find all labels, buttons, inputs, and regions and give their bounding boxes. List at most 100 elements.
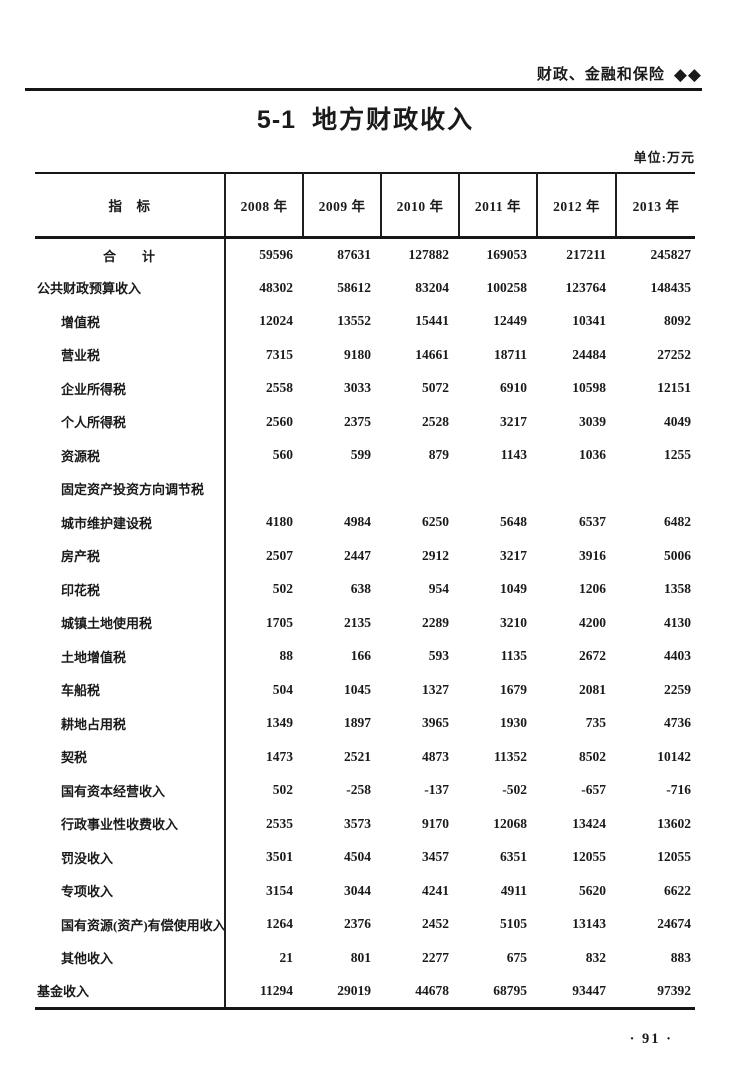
cell-value: 638 xyxy=(350,581,371,597)
table-row: 个人所得税 2560 2375 2528 3217 3039 4049 xyxy=(35,405,695,439)
page-number: · 91 · xyxy=(629,1031,673,1047)
cell-value: 13552 xyxy=(337,313,371,329)
cell-value: 4241 xyxy=(422,882,449,898)
row-label: 企业所得税 xyxy=(35,371,226,405)
indicator-header: 指 标 xyxy=(35,173,225,239)
masthead-rule xyxy=(25,88,702,91)
cell-value: 4180 xyxy=(266,514,293,530)
cell-value: 3573 xyxy=(344,815,371,831)
cell-value: 2447 xyxy=(344,547,371,563)
cell-value: 3154 xyxy=(266,882,293,898)
cell-value xyxy=(537,472,616,506)
cell-value: 10598 xyxy=(572,380,606,396)
cell-value: 48302 xyxy=(259,279,293,295)
cell-value: 832 xyxy=(585,949,606,965)
cell-value: 3039 xyxy=(579,413,606,429)
row-label: 增值税 xyxy=(35,304,226,338)
cell-value: 2535 xyxy=(266,815,293,831)
cell-value: 83204 xyxy=(415,279,449,295)
table-row: 印花税 502 638 954 1049 1206 1358 xyxy=(35,572,695,606)
section-title: 财政、金融和保险 xyxy=(536,66,665,83)
cell-value: 2452 xyxy=(422,916,449,932)
cell-value: 97392 xyxy=(657,982,691,998)
year-header: 2009 年 xyxy=(302,173,381,239)
table-row: 城市维护建设税 4180 4984 6250 5648 6537 6482 xyxy=(35,505,695,539)
cell-value: 2912 xyxy=(422,547,449,563)
cell-value: 883 xyxy=(670,949,691,965)
cell-value: 27252 xyxy=(657,346,691,362)
cell-value: 2672 xyxy=(579,648,606,664)
cell-value: 735 xyxy=(585,715,606,731)
cell-value: 2507 xyxy=(266,547,293,563)
cell-value: 11294 xyxy=(259,982,293,998)
cell-value: 5006 xyxy=(664,547,691,563)
cell-value: 4049 xyxy=(664,413,691,429)
year-header: 2011 年 xyxy=(458,173,537,239)
cell-value: 502 xyxy=(272,782,293,798)
cell-value: 3044 xyxy=(344,882,371,898)
cell-value: 2521 xyxy=(344,748,371,764)
cell-value: 12024 xyxy=(259,313,293,329)
cell-value: 4504 xyxy=(344,849,371,865)
cell-value: 217211 xyxy=(566,247,606,262)
row-label: 固定资产投资方向调节税 xyxy=(35,472,226,506)
cell-value: 13424 xyxy=(572,815,606,831)
year-header: 2012 年 xyxy=(536,173,616,239)
cell-value: 1358 xyxy=(664,581,691,597)
cell-value: 675 xyxy=(506,949,527,965)
cell-value: 3217 xyxy=(500,413,527,429)
cell-value: 3965 xyxy=(422,715,449,731)
cell-value: 148435 xyxy=(650,279,692,295)
row-label: 国有资源(资产)有偿使用收入 xyxy=(35,907,226,941)
cell-value: -137 xyxy=(424,782,449,798)
cell-value: 2560 xyxy=(266,413,293,429)
cell-value: 12068 xyxy=(493,815,527,831)
page-title: 5-1 地方财政收入 xyxy=(0,100,731,136)
cell-value: 1206 xyxy=(579,581,606,597)
row-label: 营业税 xyxy=(35,338,226,372)
cell-value: 4736 xyxy=(664,715,691,731)
row-label: 房产税 xyxy=(35,539,226,573)
cell-value: 13602 xyxy=(657,815,691,831)
cell-value: 5072 xyxy=(422,380,449,396)
cell-value: 93447 xyxy=(572,982,606,998)
cell-value: 59596 xyxy=(259,247,293,262)
cell-value: 8092 xyxy=(664,313,691,329)
table-row: 土地增值税 88 166 593 1135 2672 4403 xyxy=(35,639,695,673)
cell-value: 3916 xyxy=(579,547,606,563)
cell-value: 3501 xyxy=(266,849,293,865)
cell-value: 4911 xyxy=(500,882,527,898)
cell-value: 4873 xyxy=(422,748,449,764)
cell-value: -258 xyxy=(346,782,371,798)
cell-value: 87631 xyxy=(337,247,371,262)
cell-value: -502 xyxy=(502,782,527,798)
cell-value: 1255 xyxy=(664,447,691,463)
cell-value xyxy=(459,472,537,506)
unit-label: 单位:万元 xyxy=(633,150,695,165)
cell-value: 123764 xyxy=(565,279,607,295)
cell-value: 504 xyxy=(272,681,293,697)
cell-value: 6910 xyxy=(500,380,527,396)
row-label: 城镇土地使用税 xyxy=(35,606,226,640)
cell-value: 7315 xyxy=(266,346,293,362)
cell-value: 18711 xyxy=(493,346,527,362)
row-label: 城市维护建设税 xyxy=(35,505,226,539)
year-header: 2010 年 xyxy=(380,173,459,239)
row-label: 资源税 xyxy=(35,438,226,472)
cell-value: 12055 xyxy=(657,849,691,865)
row-label: 公共财政预算收入 xyxy=(35,271,226,305)
table-row: 增值税 12024 13552 15441 12449 10341 8092 xyxy=(35,304,695,338)
row-label: 合 计 xyxy=(35,237,226,271)
table-body: 合 计 59596 87631 127882 169053 217211 245827 公共财… xyxy=(35,237,695,1008)
table-row: 企业所得税 2558 3033 5072 6910 10598 12151 xyxy=(35,371,695,405)
cell-value: 2375 xyxy=(344,413,371,429)
cell-value: 1049 xyxy=(500,581,527,597)
table-row: 耕地占用税 1349 1897 3965 1930 735 4736 xyxy=(35,706,695,740)
cell-value: 1143 xyxy=(500,447,527,463)
cell-value: 245827 xyxy=(650,247,692,262)
cell-value: 9180 xyxy=(344,346,371,362)
cell-value: 2259 xyxy=(664,681,691,697)
cell-value: 2277 xyxy=(422,949,449,965)
table-row: 固定资产投资方向调节税 xyxy=(35,472,695,506)
cell-value: 593 xyxy=(428,648,449,664)
